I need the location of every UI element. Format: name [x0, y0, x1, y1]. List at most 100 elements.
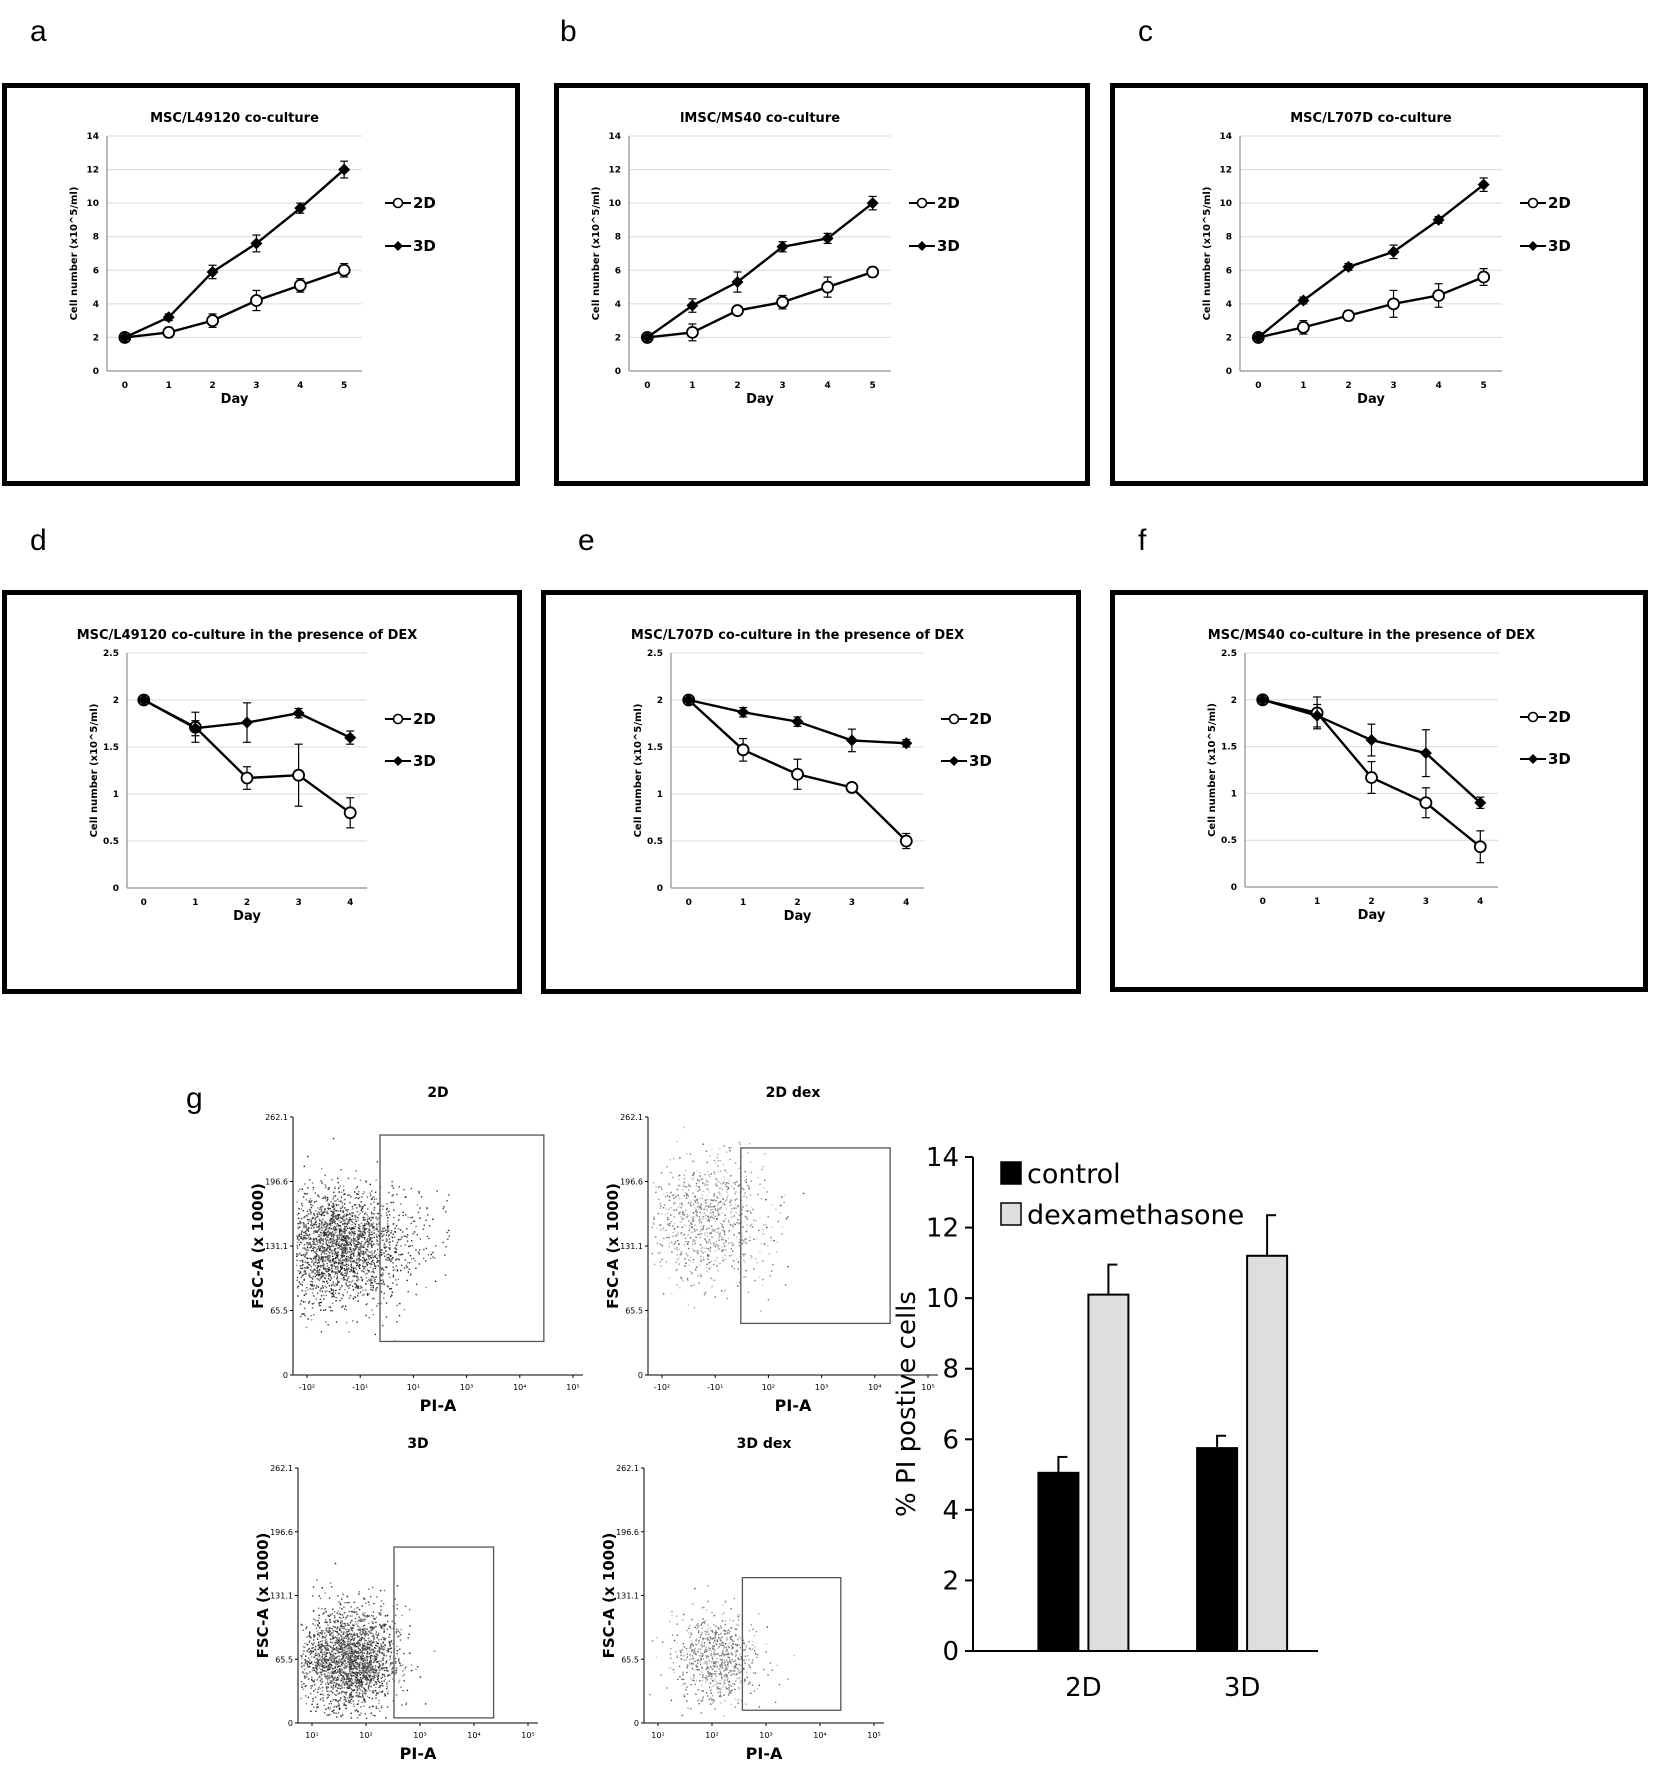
scatter-dot: [435, 1245, 437, 1247]
scatter-dot: [689, 1204, 692, 1206]
scatter-dot: [370, 1242, 372, 1245]
scatter-dot: [382, 1273, 384, 1276]
scatter-dot: [338, 1259, 340, 1261]
scatter-dot: [366, 1220, 369, 1222]
chart-title: MSC/L707D co-culture in the presence of …: [631, 628, 964, 643]
scatter-dot: [331, 1267, 333, 1269]
scatter-dot: [305, 1703, 307, 1705]
scatter-dot: [321, 1680, 324, 1683]
scatter-dot: [415, 1294, 418, 1296]
scatter-dot: [728, 1221, 730, 1224]
scatter-dot: [332, 1238, 335, 1240]
scatter-dot: [312, 1260, 314, 1262]
scatter-dot: [376, 1287, 378, 1289]
scatter-dot: [709, 1206, 712, 1208]
scatter-dot: [313, 1268, 315, 1270]
scatter-dot: [671, 1251, 673, 1253]
scatter-dot: [396, 1193, 398, 1196]
series-line-3D: [1257, 183, 1485, 339]
scatter-dot: [334, 1273, 336, 1275]
scatter-x-tick-label: 10⁵: [521, 1731, 534, 1740]
scatter-dot: [417, 1211, 420, 1214]
legend-marker-3D: [949, 756, 959, 766]
scatter-dot: [329, 1582, 332, 1584]
scatter-dot: [370, 1263, 372, 1265]
scatter-dot: [675, 1241, 677, 1243]
data-point-3D: [1474, 796, 1487, 809]
scatter-dot: [341, 1247, 343, 1250]
scatter-dot: [313, 1224, 315, 1226]
scatter-dot: [360, 1259, 362, 1261]
scatter-dot: [323, 1248, 325, 1250]
scatter-dot: [375, 1234, 378, 1236]
scatter-dot: [375, 1179, 377, 1181]
scatter-dot: [340, 1244, 342, 1246]
panel-letter-a: a: [30, 15, 47, 48]
scatter-dot: [711, 1230, 713, 1232]
scatter-dot: [722, 1239, 724, 1241]
scatter-dot: [356, 1257, 358, 1260]
data-point-3D: [821, 232, 834, 245]
scatter-dot: [687, 1304, 690, 1306]
scatter-dot: [724, 1183, 727, 1186]
scatter-dot: [334, 1248, 336, 1250]
scatter-dot: [306, 1252, 308, 1254]
scatter-dot: [692, 1259, 695, 1261]
scatter-dot: [746, 1224, 748, 1226]
scatter-dot: [375, 1670, 377, 1673]
scatter-dot: [321, 1290, 324, 1292]
scatter-dot: [719, 1233, 721, 1235]
scatter-dot: [332, 1206, 334, 1208]
scatter-dot: [318, 1677, 320, 1679]
scatter-dot: [338, 1191, 340, 1193]
panel-letter-e: e: [578, 524, 595, 557]
scatter-dot: [346, 1279, 348, 1281]
scatter-dot: [372, 1650, 375, 1652]
scatter-dot: [359, 1242, 361, 1245]
scatter-dot: [296, 1235, 298, 1237]
scatter-dot: [713, 1159, 716, 1162]
scatter-dot: [708, 1255, 711, 1257]
scatter-dot: [345, 1257, 347, 1259]
scatter-dot: [717, 1228, 719, 1230]
scatter-dot: [308, 1234, 311, 1236]
scatter-dot: [347, 1676, 349, 1678]
scatter-dot: [331, 1234, 333, 1236]
scatter-dot: [303, 1646, 306, 1649]
scatter-dot: [324, 1234, 326, 1236]
scatter-dot: [304, 1232, 307, 1235]
scatter-dot: [370, 1245, 373, 1247]
scatter-dot: [340, 1229, 342, 1231]
scatter-dot: [370, 1225, 372, 1227]
scatter-dot: [337, 1254, 339, 1256]
scatter-dot: [402, 1690, 404, 1692]
scatter-dot: [354, 1197, 357, 1199]
scatter-dot: [318, 1258, 320, 1260]
scatter-dot: [371, 1669, 373, 1671]
scatter-dot: [383, 1297, 385, 1299]
scatter-dot: [659, 1203, 662, 1205]
scatter-dot: [362, 1227, 364, 1230]
scatter-dot: [373, 1272, 375, 1274]
scatter-dot: [680, 1251, 683, 1253]
scatter-dot: [305, 1254, 307, 1256]
scatter-dot: [357, 1258, 359, 1260]
scatter-dot: [362, 1646, 364, 1648]
scatter-dot: [407, 1252, 410, 1254]
scatter-dot: [674, 1202, 676, 1204]
scatter-dot: [706, 1263, 708, 1265]
scatter-dot: [707, 1254, 709, 1256]
scatter-dot: [306, 1245, 309, 1247]
scatter-dot: [357, 1243, 359, 1246]
scatter-dot: [350, 1684, 352, 1686]
scatter-dot: [356, 1667, 358, 1669]
scatter-dot: [707, 1184, 709, 1186]
scatter-dot: [361, 1669, 363, 1672]
scatter-dot: [702, 1208, 705, 1210]
scatter-dot: [399, 1254, 402, 1256]
scatter-dot: [347, 1654, 350, 1657]
scatter-dot: [340, 1266, 342, 1268]
scatter-dot: [318, 1241, 321, 1243]
scatter-dot: [744, 1242, 747, 1244]
scatter-x-axis-label: PI-A: [400, 1744, 437, 1763]
